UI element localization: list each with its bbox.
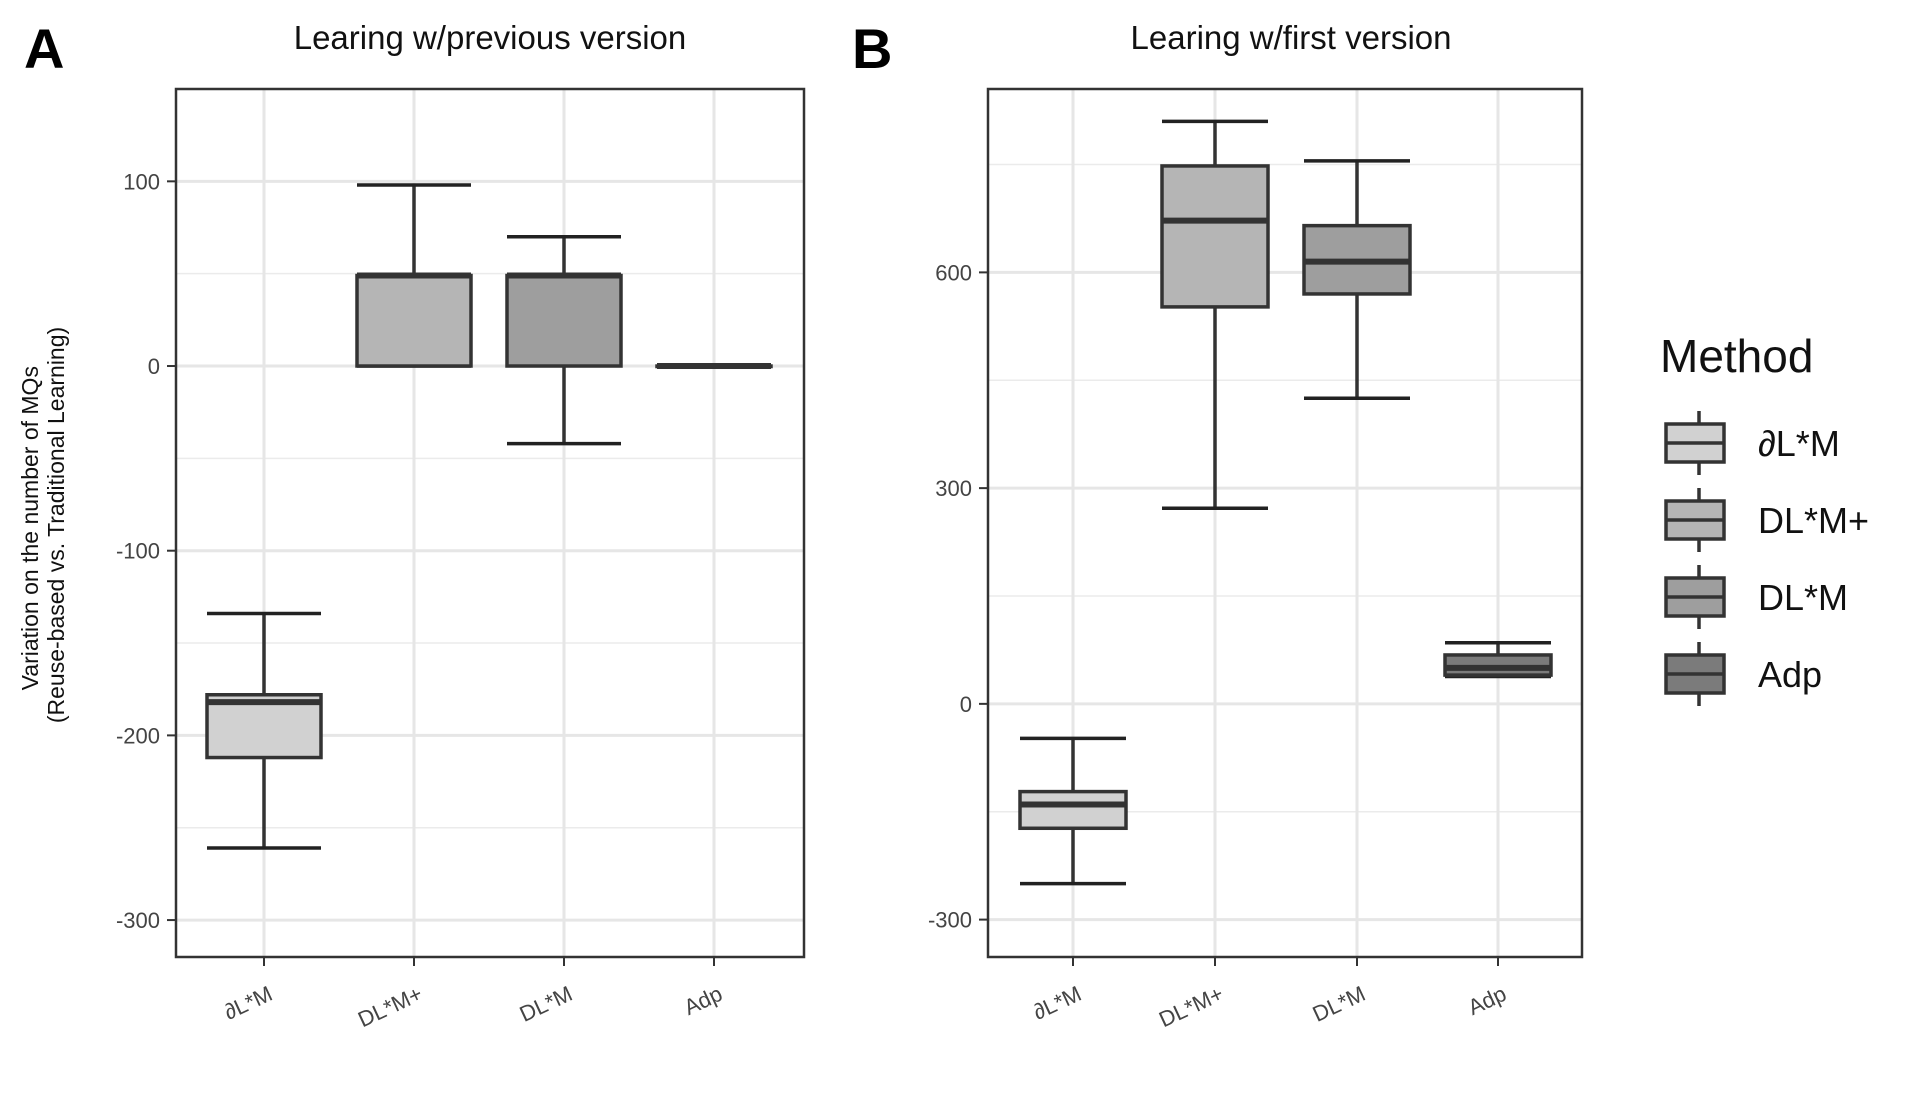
panel-b-title: Learing w/first version: [1131, 19, 1452, 56]
y-axis-label-line-1: Variation on the number of MQs: [17, 366, 43, 690]
legend-key-dlm: DL*M: [1664, 565, 1848, 629]
legend-key-dlm: DL*M+: [1664, 488, 1869, 552]
iqr-box: [505, 273, 623, 368]
legend: Method ∂L*M DL*M+ DL*M Adp: [1660, 330, 1869, 706]
legend-key-lm: ∂L*M: [1664, 411, 1840, 475]
y-axis-label-line-2: (Reuse-based vs. Traditional Learning): [43, 327, 69, 723]
y-tick-label: -300: [928, 908, 972, 933]
iqr-box: [1018, 789, 1128, 831]
legend-key-adp: Adp: [1664, 642, 1822, 706]
x-tick-label: ∂L*M: [1029, 981, 1085, 1025]
y-tick-label: 100: [123, 169, 160, 194]
panel-a: A Learing w/previous version Variation o…: [17, 17, 806, 1032]
panel-letter-a: A: [24, 17, 64, 80]
x-tick-label: DL*M+: [1155, 981, 1227, 1032]
legend-label: DL*M+: [1758, 500, 1869, 541]
iqr-box: [355, 273, 473, 368]
legend-label: ∂L*M: [1758, 423, 1840, 464]
legend-label: DL*M: [1758, 577, 1848, 618]
box-dlm: [1302, 159, 1412, 400]
y-tick-label: 600: [935, 260, 972, 285]
panel-letter-b: B: [852, 17, 892, 80]
y-tick-label: 0: [960, 692, 972, 717]
y-tick-label: 0: [148, 354, 160, 379]
plot-border: [986, 87, 1584, 959]
y-tick-label: -300: [116, 908, 160, 933]
y-tick-label: -200: [116, 723, 160, 748]
x-tick-label: DL*M: [1309, 981, 1369, 1027]
box-lm: [1018, 736, 1128, 886]
x-tick-label: DL*M+: [354, 981, 426, 1032]
x-tick-label: DL*M: [516, 981, 576, 1027]
iqr-box: [205, 693, 323, 760]
panel-a-title: Learing w/previous version: [294, 19, 687, 56]
box-adp: [655, 363, 773, 370]
box-dlm: [1160, 119, 1270, 511]
plot-border: [174, 87, 806, 959]
y-tick-label: 300: [935, 476, 972, 501]
legend-label: Adp: [1758, 654, 1822, 695]
panel-b: B Learing w/first version 600 300 0 -300 ∂L*…: [852, 17, 1584, 1032]
iqr-box: [1160, 164, 1270, 309]
box-dlm: [505, 234, 623, 446]
box-adp: [1443, 640, 1553, 679]
box-lm: [205, 611, 323, 850]
x-tick-label: ∂L*M: [220, 981, 276, 1025]
y-tick-label: -100: [116, 539, 160, 564]
x-tick-label: Adp: [1464, 981, 1510, 1020]
legend-title: Method: [1660, 330, 1813, 382]
box-dlm: [355, 183, 473, 368]
y-axis-label: Variation on the number of MQs (Reuse-ba…: [17, 327, 69, 723]
x-tick-label: Adp: [680, 981, 726, 1020]
